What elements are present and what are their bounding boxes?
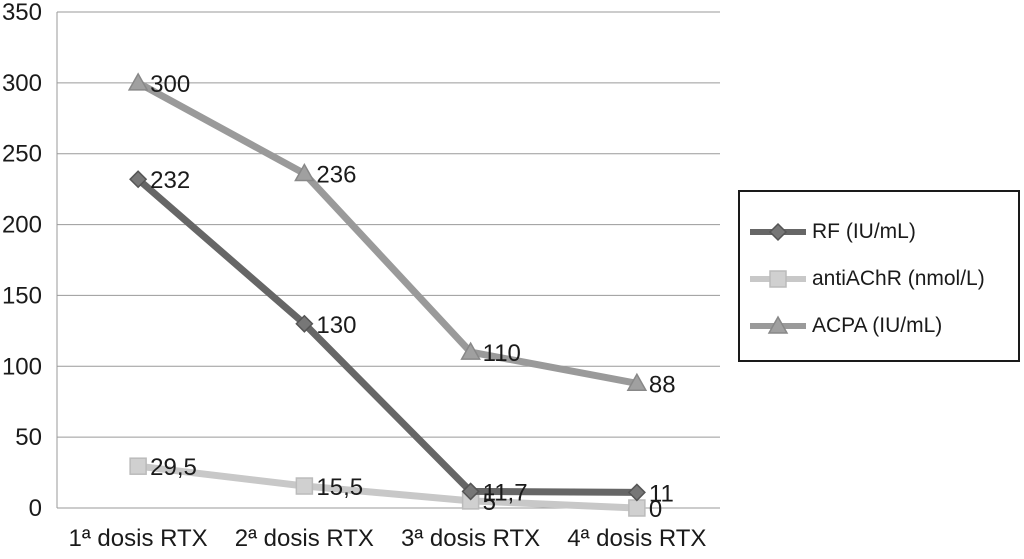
data-label-acpa: 236 xyxy=(316,162,356,189)
antiachr-legend-marker xyxy=(750,270,806,288)
x-tick-label: 2ª dosis RTX xyxy=(235,525,374,552)
acpa-legend-marker xyxy=(750,315,806,334)
data-point-antiachr xyxy=(295,477,314,495)
y-tick-label: 50 xyxy=(15,424,42,451)
data-labels: 232 130 11,7 11 29,5 15,5 5 0 300 236 110 88 xyxy=(150,71,675,523)
data-point-acpa xyxy=(294,163,315,182)
legend-label-antiachr: antiAChR (nmol/L) xyxy=(812,267,985,290)
data-label-acpa: 300 xyxy=(150,71,190,98)
legend-item-acpa: ACPA (IU/mL) xyxy=(748,311,942,341)
y-axis: 0 50 100 150 200 250 300 350 xyxy=(2,0,58,522)
legend-label-acpa: ACPA (IU/mL) xyxy=(812,314,943,337)
data-label-acpa: 110 xyxy=(483,340,521,367)
series-line-antiachr xyxy=(137,462,638,512)
y-tick-label: 250 xyxy=(2,141,42,168)
data-point-acpa xyxy=(626,372,648,392)
data-point-acpa xyxy=(127,72,149,91)
x-tick-label: 3ª dosis RTX xyxy=(401,525,540,552)
data-label-rf: 232 xyxy=(150,167,190,194)
x-axis: 1ª dosis RTX 2ª dosis RTX 3ª dosis RTX 4ª d… xyxy=(57,507,720,552)
y-tick-label: 0 xyxy=(29,495,42,522)
data-point-rf xyxy=(461,482,480,501)
data-label-antiachr: 5 xyxy=(483,489,496,516)
y-tick-label: 300 xyxy=(2,70,42,97)
series-lines xyxy=(127,72,648,517)
series-line-rf xyxy=(135,176,637,496)
data-point-antiachr xyxy=(129,457,147,475)
legend-item-rf: RF (IU/mL) xyxy=(748,217,916,247)
legend-label-rf: RF (IU/mL) xyxy=(812,220,916,243)
data-label-rf: 130 xyxy=(316,312,356,339)
data-point-rf xyxy=(627,483,646,502)
legend: RF (IU/mL) antiAChR (nmol/L) ACPA (IU/mL… xyxy=(738,190,1020,362)
y-tick-label: 150 xyxy=(2,282,42,309)
y-tick-label: 200 xyxy=(2,212,42,239)
data-label-antiachr: 15,5 xyxy=(316,474,363,501)
x-tick-label: 4ª dosis RTX xyxy=(567,525,706,552)
data-label-antiachr: 0 xyxy=(649,496,662,523)
data-label-rf: 11 xyxy=(649,480,674,507)
data-label-acpa: 88 xyxy=(649,371,676,398)
gridlines xyxy=(57,11,720,509)
data-point-acpa xyxy=(460,341,481,360)
series-line-acpa xyxy=(136,79,638,387)
data-point-rf xyxy=(295,314,314,333)
data-point-antiachr xyxy=(628,499,646,517)
data-point-rf xyxy=(129,170,148,189)
y-tick-label: 350 xyxy=(2,0,42,26)
data-label-antiachr: 29,5 xyxy=(150,454,197,481)
y-tick-label: 100 xyxy=(2,353,42,380)
rf-legend-marker xyxy=(750,222,806,242)
data-label-rf: 11,7 xyxy=(483,479,528,506)
x-tick-label: 1ª dosis RTX xyxy=(69,525,208,552)
legend-item-antiachr: antiAChR (nmol/L) xyxy=(748,264,985,294)
